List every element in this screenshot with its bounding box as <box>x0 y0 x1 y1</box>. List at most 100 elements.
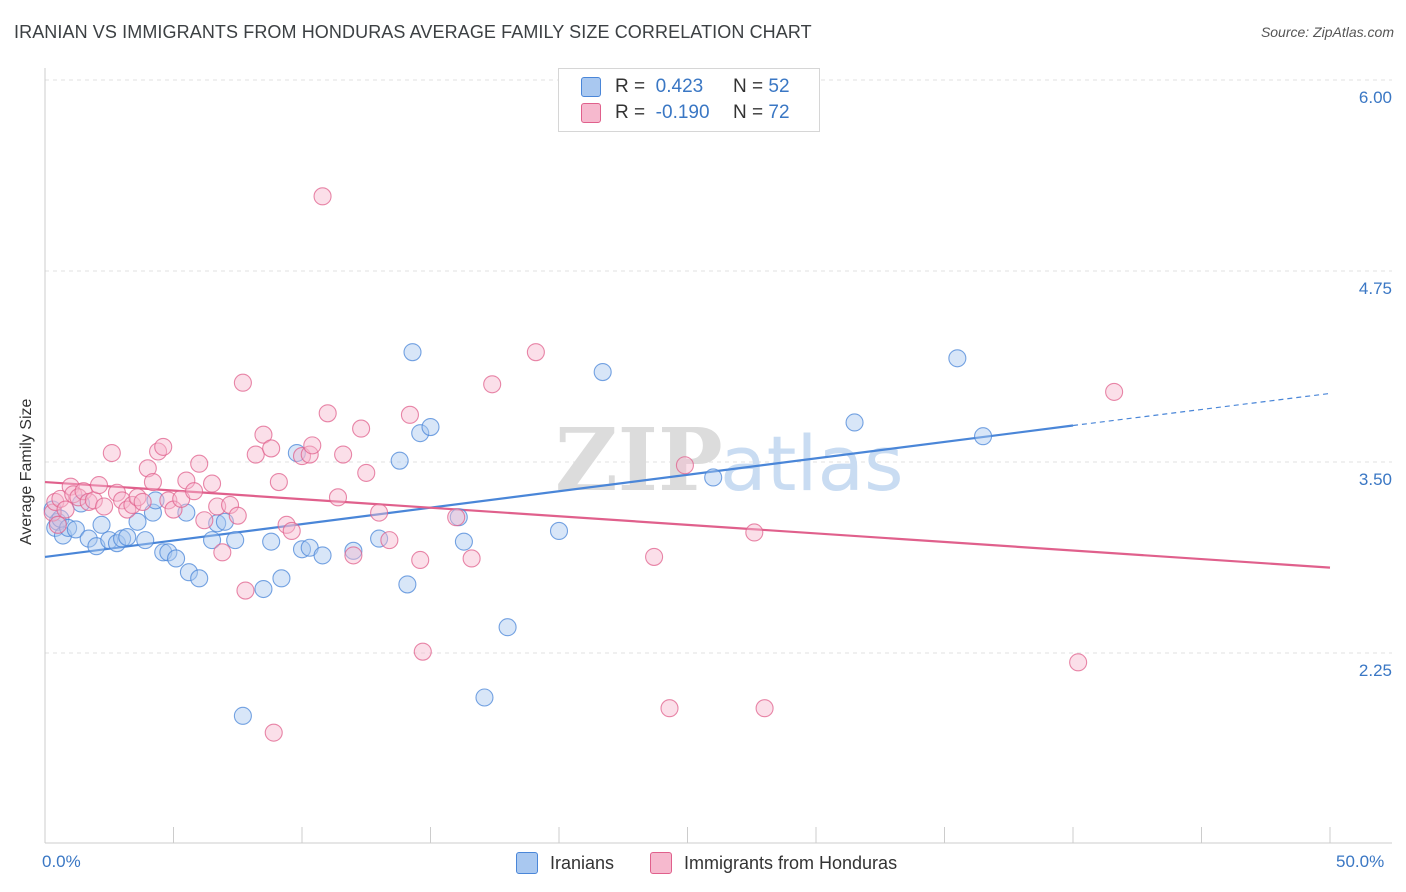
data-point-0-14 <box>118 528 137 547</box>
y-axis-label: Average Family Size <box>18 398 35 545</box>
data-point-1-47 <box>303 436 322 455</box>
data-point-1-37 <box>233 373 252 392</box>
data-point-1-41 <box>264 723 283 742</box>
series-legend-label-honduras: Immigrants from Honduras <box>684 852 898 873</box>
data-point-1-35 <box>228 506 247 525</box>
data-point-0-43 <box>421 417 440 437</box>
data-point-1-66 <box>675 456 694 475</box>
trend-line-extension-0 <box>1072 392 1331 427</box>
watermark-zip: ZIP <box>555 410 723 511</box>
correlation-legend: R = 0.423 N = 52 R = -0.190 N = 72 <box>558 68 820 132</box>
data-point-1-19 <box>133 492 152 511</box>
data-point-1-23 <box>154 437 173 456</box>
data-point-0-50 <box>704 468 723 487</box>
x-tick-label-min: 0.0% <box>42 852 81 871</box>
series-legend-swatch-iranians <box>516 852 538 874</box>
data-point-0-52 <box>948 349 967 368</box>
data-point-0-45 <box>454 532 473 551</box>
chart-source: Source: ZipAtlas.com <box>1260 24 1394 40</box>
legend-swatch-honduras <box>581 103 601 123</box>
data-point-0-6 <box>66 520 85 539</box>
data-point-1-30 <box>195 511 214 530</box>
data-point-0-28 <box>226 531 245 550</box>
data-point-1-68 <box>755 699 774 718</box>
data-point-1-4 <box>56 500 75 519</box>
watermark-atlas: atlas <box>720 419 904 508</box>
data-point-0-32 <box>272 569 291 588</box>
legend-r-label: R = <box>615 76 646 97</box>
data-point-0-25 <box>203 531 222 550</box>
data-point-1-56 <box>380 531 399 550</box>
trend-lines <box>44 392 1331 569</box>
data-point-1-53 <box>352 419 371 438</box>
data-point-0-46 <box>475 688 494 707</box>
data-point-0-53 <box>973 427 993 446</box>
legend-n-value-iranians: 52 <box>768 76 790 97</box>
data-point-1-50 <box>328 488 348 507</box>
data-point-1-59 <box>413 642 432 661</box>
data-point-0-16 <box>136 531 155 550</box>
legend-row-honduras: R = -0.190 N = 72 <box>581 102 790 124</box>
data-point-1-2 <box>48 515 67 534</box>
y-tick-label-1: 3.50 <box>1359 470 1392 489</box>
data-point-1-51 <box>334 445 353 464</box>
data-point-0-23 <box>179 563 198 582</box>
data-point-1-42 <box>269 473 288 492</box>
data-point-1-38 <box>246 445 265 464</box>
x-tick-label-max: 50.0% <box>1336 852 1385 871</box>
data-point-0-24 <box>190 569 209 588</box>
trend-line-0 <box>44 424 1074 559</box>
data-point-0-41 <box>411 424 430 443</box>
y-axis-label-wrap: Average Family Size <box>18 399 38 745</box>
data-point-1-20 <box>138 459 157 478</box>
data-point-0-42 <box>403 343 422 362</box>
y-tick-label-3: 6.00 <box>1359 88 1392 107</box>
data-point-1-8 <box>74 482 93 501</box>
data-point-1-31 <box>203 474 222 493</box>
legend-n-label: N = <box>733 102 764 123</box>
data-points <box>43 187 1124 742</box>
data-point-0-30 <box>254 579 273 599</box>
data-point-1-6 <box>64 485 83 504</box>
y-tick-labels: 2.25 3.50 4.75 6.00 <box>1359 88 1392 680</box>
data-point-0-39 <box>390 451 409 470</box>
series-legend-swatch-honduras <box>650 852 672 874</box>
data-point-0-47 <box>498 618 517 637</box>
legend-r-value-iranians: 0.423 <box>655 76 704 97</box>
data-point-1-40 <box>262 439 281 458</box>
data-point-1-36 <box>236 581 255 600</box>
data-point-0-48 <box>549 521 569 541</box>
series-legend-label-iranians: Iranians <box>550 852 615 873</box>
y-tick-label-2: 4.75 <box>1359 279 1392 298</box>
legend-row-iranians: R = 0.423 N = 52 <box>581 76 790 98</box>
data-point-0-37 <box>344 541 363 560</box>
data-point-1-21 <box>143 473 162 492</box>
data-point-0-31 <box>262 532 281 551</box>
series-legend-honduras: Immigrants from Honduras <box>650 852 897 874</box>
data-point-1-64 <box>645 547 664 566</box>
data-point-1-55 <box>370 503 389 522</box>
axes <box>44 68 1392 844</box>
series-legend: Iranians Immigrants from Honduras <box>0 852 1406 878</box>
data-point-1-13 <box>102 443 121 463</box>
data-point-1-29 <box>190 454 209 473</box>
data-point-1-11 <box>89 476 109 495</box>
data-point-0-29 <box>233 706 252 725</box>
legend-n-label: N = <box>733 76 764 97</box>
chart-title: IRANIAN VS IMMIGRANTS FROM HONDURAS AVER… <box>14 22 812 42</box>
data-point-1-63 <box>526 343 545 362</box>
data-point-0-49 <box>593 362 612 382</box>
legend-r-label: R = <box>615 102 646 123</box>
data-point-1-54 <box>357 463 376 482</box>
legend-swatch-iranians <box>581 77 601 97</box>
data-point-1-48 <box>313 187 332 206</box>
data-point-1-70 <box>1105 382 1124 401</box>
data-point-0-36 <box>313 546 332 565</box>
data-point-1-62 <box>483 375 502 394</box>
data-point-1-60 <box>447 508 466 527</box>
data-point-1-28 <box>185 482 204 501</box>
gridlines <box>45 79 1392 654</box>
data-point-1-33 <box>213 543 232 562</box>
data-point-1-39 <box>254 425 273 444</box>
series-legend-iranians: Iranians <box>516 852 614 874</box>
